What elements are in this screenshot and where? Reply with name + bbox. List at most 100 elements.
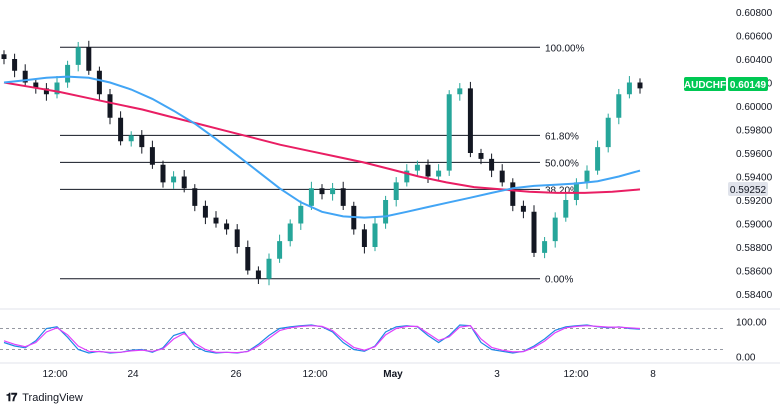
candle-body[interactable]: [510, 182, 516, 206]
candle-body[interactable]: [372, 223, 378, 248]
time-axis-tick-label: 24: [127, 369, 139, 380]
time-axis-tick-label: 8: [650, 369, 656, 380]
secondary-price-label: 0.59252: [730, 185, 767, 196]
oscillator-line-slow: [3, 325, 641, 354]
price-pane[interactable]: 100.00% 61.80% 50.00% 38.20% 0.00%: [1, 40, 643, 286]
tradingview-footer[interactable]: 𝟏𝟕 TradingView: [6, 389, 83, 407]
candle-body[interactable]: [595, 147, 601, 171]
candle-body[interactable]: [43, 88, 49, 95]
candle-body[interactable]: [330, 188, 336, 195]
candle-body[interactable]: [12, 59, 18, 71]
candle-body[interactable]: [584, 170, 590, 183]
candle-body[interactable]: [234, 229, 240, 247]
candle-body[interactable]: [224, 223, 230, 230]
candle-body[interactable]: [361, 229, 367, 247]
candle-body[interactable]: [54, 82, 60, 95]
candle-body[interactable]: [446, 94, 452, 171]
fib-level-label: 38.20%: [545, 185, 579, 196]
candle-body[interactable]: [160, 164, 166, 183]
candle-body[interactable]: [86, 47, 92, 71]
time-axis-tick-label: 12:00: [563, 369, 588, 380]
candle-body[interactable]: [436, 170, 442, 177]
moving-average-fast-line: [3, 75, 641, 219]
price-axis-tick-label: 0.60000: [736, 102, 773, 113]
candle-body[interactable]: [213, 217, 219, 224]
candle-body[interactable]: [22, 70, 28, 83]
candle-body[interactable]: [637, 82, 643, 89]
price-axis-tick-label: 0.58800: [736, 243, 773, 254]
candle-body[interactable]: [340, 188, 346, 206]
candle-body[interactable]: [425, 164, 431, 177]
secondary-price-label-bg: [728, 182, 768, 196]
candle-body[interactable]: [149, 147, 155, 165]
fib-level-label: 50.00%: [545, 158, 579, 169]
candle-body[interactable]: [531, 211, 537, 253]
candle-body[interactable]: [255, 270, 261, 279]
candle-body[interactable]: [478, 153, 484, 159]
candle-body[interactable]: [563, 200, 569, 218]
candle-body[interactable]: [1, 54, 7, 59]
price-axis-tick-label: 0.59800: [736, 126, 773, 137]
price-axis-tick-label: 0.59400: [736, 173, 773, 184]
time-axis[interactable]: 12:00 24 26 12:00 May 3 12:00 8: [42, 369, 656, 380]
candle-body[interactable]: [202, 205, 208, 218]
candle-body[interactable]: [542, 241, 548, 253]
candle-body[interactable]: [128, 135, 134, 142]
candlestick-series[interactable]: [1, 40, 643, 286]
footer-brand-text: TradingView: [22, 392, 83, 404]
candle-body[interactable]: [308, 188, 314, 206]
price-axis-tick-label: 0.59600: [736, 149, 773, 160]
time-axis-tick-label: 12:00: [302, 369, 327, 380]
candle-body[interactable]: [489, 158, 495, 171]
candle-body[interactable]: [573, 182, 579, 200]
candle-body[interactable]: [393, 182, 399, 200]
oscillator-axis[interactable]: 100.00 0.00: [736, 318, 767, 364]
candle-body[interactable]: [75, 47, 81, 65]
candle-body[interactable]: [616, 94, 622, 118]
symbol-label: AUDCHF: [684, 80, 726, 91]
candle-body[interactable]: [319, 188, 325, 195]
candle-body[interactable]: [139, 135, 145, 148]
candle-body[interactable]: [65, 64, 71, 83]
price-axis-tick-label: 0.60400: [736, 55, 773, 66]
candle-body[interactable]: [266, 258, 272, 279]
candle-body[interactable]: [96, 70, 102, 95]
moving-average-slow-line: [3, 81, 641, 194]
oscillator-pane[interactable]: [0, 324, 724, 354]
candle-body[interactable]: [277, 241, 283, 259]
tradingview-logo-icon: 𝟏𝟕: [6, 391, 17, 404]
oscillator-axis-tick-label: 100.00: [736, 318, 767, 329]
candle-body[interactable]: [605, 117, 611, 148]
candle-body[interactable]: [457, 88, 463, 95]
price-axis-tick-label: 0.59200: [736, 196, 773, 207]
oscillator-axis-tick-label: 0.00: [736, 353, 756, 364]
time-axis-tick-label: May: [383, 369, 403, 380]
candle-body[interactable]: [626, 82, 632, 95]
candle-body[interactable]: [171, 176, 177, 183]
last-price-label-bg: [728, 77, 768, 91]
candle-body[interactable]: [404, 170, 410, 183]
candle-body[interactable]: [520, 205, 526, 212]
candle-body[interactable]: [181, 176, 187, 189]
candle-body[interactable]: [499, 170, 505, 183]
candle-body[interactable]: [192, 188, 198, 206]
candle-body[interactable]: [287, 223, 293, 242]
symbol-label-bg: [684, 77, 726, 91]
candle-body[interactable]: [383, 200, 389, 224]
candle-body[interactable]: [118, 117, 124, 142]
candle-body[interactable]: [414, 164, 420, 171]
last-price-label: 0.60149: [730, 80, 767, 91]
candle-body[interactable]: [552, 217, 558, 242]
time-axis-tick-label: 3: [494, 369, 500, 380]
fib-level-label: 61.80%: [545, 131, 579, 142]
time-axis-tick-label: 12:00: [42, 369, 67, 380]
price-axis[interactable]: 0.608000.606000.604000.602000.600000.598…: [736, 8, 773, 301]
candle-body[interactable]: [245, 247, 251, 271]
time-axis-tick-label: 26: [230, 369, 242, 380]
candle-body[interactable]: [467, 88, 473, 153]
candle-body[interactable]: [33, 82, 39, 89]
candle-body[interactable]: [298, 205, 304, 224]
candle-body[interactable]: [107, 94, 113, 118]
fib-level-label: 0.00%: [545, 275, 573, 286]
